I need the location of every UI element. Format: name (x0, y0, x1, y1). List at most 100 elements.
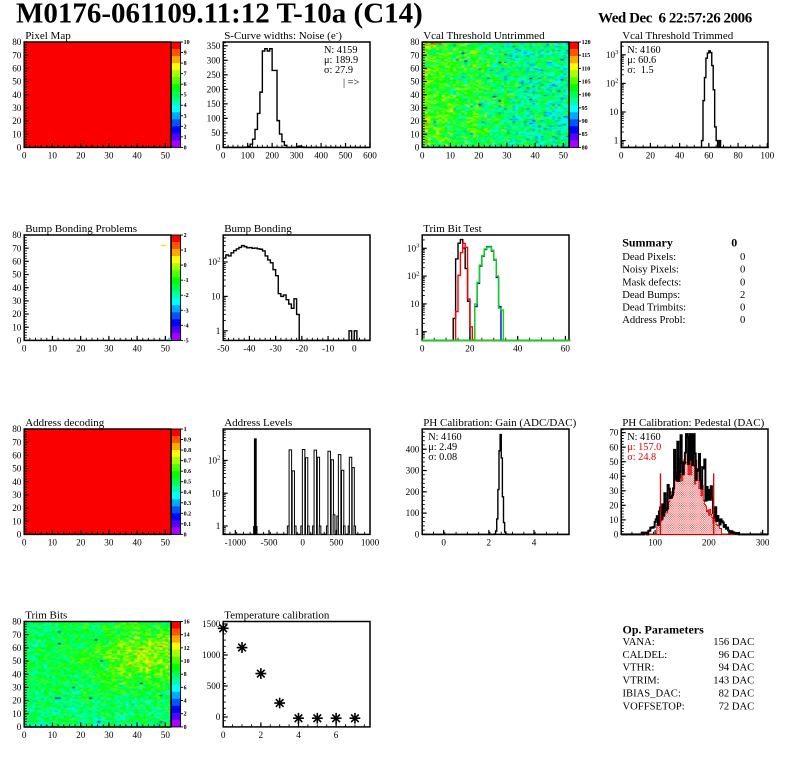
svg-text:300: 300 (756, 537, 770, 547)
svg-text:40: 40 (133, 537, 143, 547)
svg-text:200: 200 (207, 84, 221, 94)
svg-text:0: 0 (17, 530, 22, 540)
svg-text:μ: 2.49: μ: 2.49 (428, 442, 457, 453)
svg-text:4: 4 (184, 103, 187, 109)
svg-text:5: 5 (184, 93, 187, 99)
svg-text:96 DAC: 96 DAC (719, 650, 755, 661)
svg-text:80: 80 (410, 37, 420, 47)
svg-text:30: 30 (12, 296, 22, 306)
svg-text:20: 20 (474, 150, 484, 160)
svg-text:80: 80 (12, 230, 22, 240)
svg-text:40: 40 (410, 90, 420, 100)
svg-text:20: 20 (12, 503, 22, 513)
svg-text:0: 0 (22, 150, 27, 160)
svg-text:300: 300 (290, 150, 304, 160)
svg-text:1: 1 (184, 427, 187, 433)
svg-text:0: 0 (184, 725, 187, 731)
svg-text:150: 150 (207, 99, 221, 109)
svg-text:-1: -1 (184, 278, 189, 284)
svg-text:102: 102 (407, 270, 419, 281)
svg-text:10: 10 (446, 150, 456, 160)
svg-text:0: 0 (352, 343, 357, 353)
svg-text:10: 10 (48, 730, 58, 740)
svg-text:20: 20 (410, 116, 420, 126)
svg-text:50: 50 (161, 730, 171, 740)
svg-text:10: 10 (48, 537, 58, 547)
svg-text:102: 102 (606, 78, 618, 89)
svg-text:N: 4160: N: 4160 (627, 45, 660, 56)
svg-text:Summary: Summary (622, 236, 673, 250)
svg-text:143 DAC: 143 DAC (713, 676, 754, 687)
svg-text:70: 70 (12, 437, 22, 447)
svg-text:μ: 157.0: μ: 157.0 (627, 442, 661, 453)
svg-text:10: 10 (211, 292, 221, 302)
svg-text:30: 30 (12, 490, 22, 500)
svg-text:50: 50 (12, 77, 22, 87)
svg-text:50: 50 (12, 270, 22, 280)
svg-text:70: 70 (12, 243, 22, 253)
svg-text:2: 2 (740, 290, 745, 301)
svg-text:0: 0 (216, 712, 221, 722)
svg-text:6: 6 (184, 82, 187, 88)
svg-text:20: 20 (12, 116, 22, 126)
svg-text:-500: -500 (261, 537, 278, 547)
svg-text:3: 3 (184, 114, 187, 120)
svg-text:105: 105 (582, 80, 591, 86)
svg-text:50: 50 (161, 537, 171, 547)
svg-text:20: 20 (76, 150, 86, 160)
svg-text:-2: -2 (184, 293, 189, 299)
svg-text:0: 0 (740, 265, 745, 276)
svg-text:14: 14 (184, 633, 190, 639)
svg-text:2: 2 (184, 233, 187, 239)
svg-text:80: 80 (734, 150, 744, 160)
svg-text:8: 8 (184, 672, 187, 678)
svg-text:10: 10 (609, 107, 619, 117)
svg-text:10: 10 (48, 150, 58, 160)
svg-text:40: 40 (12, 669, 22, 679)
svg-text:0: 0 (17, 722, 22, 732)
svg-text:1: 1 (184, 248, 187, 254)
svg-text:VTHR:: VTHR: (623, 663, 655, 674)
svg-text:2: 2 (184, 712, 187, 718)
svg-text:0: 0 (619, 150, 624, 160)
svg-text:0: 0 (17, 336, 22, 346)
svg-text:σ: 0.08: σ: 0.08 (428, 452, 457, 463)
svg-text:300: 300 (207, 55, 221, 65)
svg-text:30: 30 (609, 486, 619, 496)
svg-text:40: 40 (133, 150, 143, 160)
svg-text:0: 0 (740, 303, 745, 314)
svg-text:-5: -5 (184, 338, 189, 344)
svg-text:1: 1 (614, 136, 619, 146)
svg-text:-4: -4 (184, 323, 189, 329)
svg-text:0: 0 (441, 537, 446, 547)
svg-text:-1000: -1000 (225, 537, 247, 547)
svg-text:μ: 60.6: μ: 60.6 (627, 55, 656, 66)
svg-text:82 DAC: 82 DAC (719, 689, 755, 700)
svg-text:9: 9 (184, 51, 187, 57)
svg-text:95: 95 (582, 106, 588, 112)
svg-text:12: 12 (184, 646, 190, 652)
svg-text:0: 0 (184, 263, 187, 269)
svg-text:60: 60 (12, 643, 22, 653)
svg-text:80: 80 (12, 424, 22, 434)
svg-text:60: 60 (704, 150, 714, 160)
svg-text:72 DAC: 72 DAC (719, 701, 755, 712)
svg-text:Dead Bumps:: Dead Bumps: (622, 290, 680, 301)
svg-text:10: 10 (211, 488, 221, 498)
svg-text:10: 10 (48, 343, 58, 353)
svg-text:PH Calibration: Pedestal (DAC): PH Calibration: Pedestal (DAC) (622, 417, 764, 429)
svg-text:60: 60 (561, 343, 571, 353)
svg-text:-30: -30 (269, 343, 282, 353)
svg-text:7: 7 (184, 72, 187, 78)
svg-text:110: 110 (582, 66, 591, 72)
svg-text:0: 0 (415, 143, 420, 153)
svg-text:50: 50 (12, 656, 22, 666)
svg-text:4: 4 (296, 730, 301, 740)
svg-text:1000: 1000 (361, 537, 380, 547)
svg-text:1: 1 (415, 327, 420, 337)
svg-text:40: 40 (609, 471, 619, 481)
svg-text:80: 80 (12, 617, 22, 627)
svg-text:94 DAC: 94 DAC (719, 663, 755, 674)
svg-text:10: 10 (410, 299, 420, 309)
svg-text:40: 40 (675, 150, 685, 160)
